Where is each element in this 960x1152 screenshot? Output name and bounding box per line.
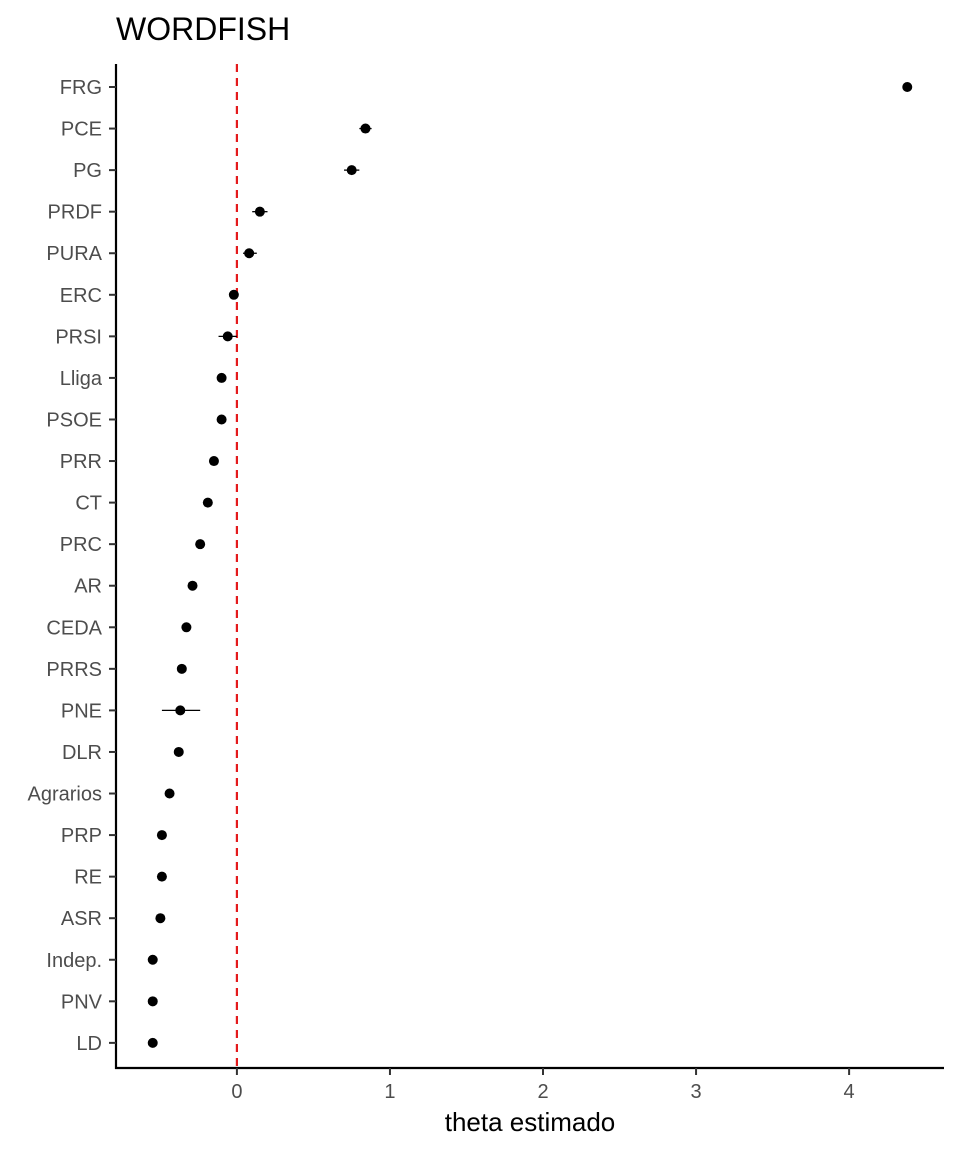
data-point [195,539,206,550]
data-point [147,1037,158,1048]
data-point [176,663,187,674]
y-tick-label: PRP [61,825,102,847]
y-tick-label: PCE [61,119,102,141]
y-tick-label: DLR [62,742,102,764]
data-point [216,414,227,425]
y-tick-label: RE [74,867,102,889]
y-tick-label: Indep. [46,950,102,972]
y-tick-label: AR [74,576,102,598]
x-tick-label: 4 [844,1081,855,1103]
data-point [222,331,233,342]
y-tick-label: PRC [60,534,102,556]
data-point [202,497,213,508]
y-tick-label: PRR [60,451,102,473]
x-tick-label: 0 [231,1081,242,1103]
data-point [155,913,166,924]
data-point [208,456,219,467]
x-axis-title: theta estimado [445,1107,616,1137]
data-point [147,996,158,1007]
data-point [216,372,227,383]
y-tick-label: ERC [60,285,102,307]
y-tick-label: Lliga [60,368,103,390]
x-tick-label: 2 [537,1081,548,1103]
data-point [187,580,198,591]
data-point [175,705,186,716]
y-tick-label: PURA [46,243,102,265]
y-tick-label: LD [76,1033,102,1055]
y-tick-label: CT [75,493,102,515]
y-tick-label: PSOE [46,409,102,431]
y-tick-label: PRRS [46,659,102,681]
x-tick-label: 1 [384,1081,395,1103]
data-point [228,289,239,300]
y-tick-label: CEDA [46,617,102,639]
data-point [181,622,192,633]
data-point [346,165,357,176]
chart-title: WORDFISH [116,11,290,47]
x-tick-label: 3 [690,1081,701,1103]
data-point [360,123,371,134]
y-tick-label: PNV [61,991,103,1013]
plot-area: 0 1 2 3 4 FRG PCE PG PRDF PURA ERC PRSI Lliga PSOE PRR… [28,64,944,1103]
y-tick-label: PRSI [55,326,102,348]
y-tick-label: FRG [60,77,102,99]
data-point [156,830,167,841]
y-tick-label: PNE [61,700,102,722]
y-tick-label: PG [73,160,102,182]
data-point [147,954,158,965]
y-tick-label: Agrarios [28,784,102,806]
y-tick-label: PRDF [48,202,102,224]
data-point [156,871,167,882]
data-point [164,788,175,799]
y-tick-label: ASR [61,908,102,930]
data-point [173,746,184,757]
data-point [244,248,255,259]
data-point [254,206,265,217]
data-point [902,82,913,92]
